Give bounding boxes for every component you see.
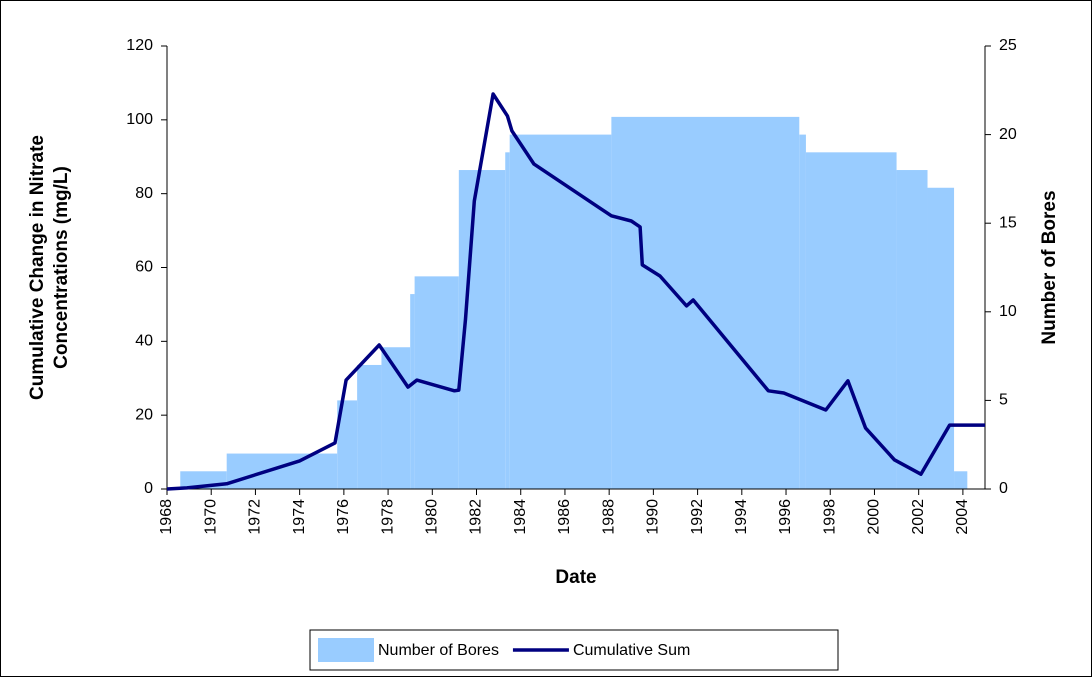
y2-tick-label: 5 bbox=[999, 392, 1008, 409]
x-tick-label: 1984 bbox=[512, 499, 529, 535]
y-axis-title: Concentrations (mg/L) bbox=[51, 166, 72, 369]
x-tick-label: 1978 bbox=[379, 499, 396, 535]
x-tick-label: 1982 bbox=[468, 499, 485, 535]
x-tick-label: 1988 bbox=[600, 499, 617, 535]
bores-step bbox=[611, 116, 800, 489]
bores-step bbox=[954, 471, 968, 489]
x-tick-label: 1968 bbox=[158, 499, 175, 535]
y2-tick-label: 25 bbox=[999, 37, 1017, 54]
y2-tick-label: 10 bbox=[999, 303, 1017, 320]
y-tick-label: 100 bbox=[126, 111, 153, 128]
x-tick-label: 1972 bbox=[247, 499, 264, 535]
y2-tick-label: 20 bbox=[999, 126, 1017, 143]
legend-label: Cumulative Sum bbox=[573, 642, 690, 659]
y2-tick-label: 15 bbox=[999, 214, 1017, 231]
cumulative-line bbox=[166, 92, 985, 491]
y-axis-title: Cumulative Change in Nitrate bbox=[27, 135, 48, 400]
bores-step bbox=[357, 364, 382, 489]
y2-axis-title: Number of Bores bbox=[1039, 190, 1060, 344]
y-tick-label: 120 bbox=[126, 37, 153, 54]
bores-step bbox=[505, 152, 510, 489]
x-tick-label: 2004 bbox=[954, 499, 971, 535]
x-tick-label: 1980 bbox=[424, 499, 441, 535]
y-tick-label: 0 bbox=[144, 480, 153, 497]
bores-step bbox=[927, 187, 955, 489]
x-tick-label: 1990 bbox=[645, 499, 662, 535]
bores-step bbox=[805, 152, 897, 489]
bores-step bbox=[509, 134, 612, 489]
legend-label: Number of Bores bbox=[378, 642, 499, 659]
y-tick-label: 20 bbox=[135, 406, 153, 423]
bores-step bbox=[410, 294, 415, 489]
bores-step bbox=[458, 170, 506, 490]
x-tick-label: 2000 bbox=[866, 499, 883, 535]
bores-step bbox=[799, 134, 806, 489]
bores-step bbox=[896, 170, 928, 490]
x-tick-label: 1992 bbox=[689, 499, 706, 535]
x-tick-label: 1998 bbox=[821, 499, 838, 535]
x-tick-label: 1996 bbox=[777, 499, 794, 535]
x-axis-title: Date bbox=[555, 567, 596, 588]
x-tick-label: 1970 bbox=[202, 499, 219, 535]
legend-box bbox=[309, 629, 839, 671]
y2-tick-label: 0 bbox=[999, 480, 1008, 497]
y-tick-label: 40 bbox=[135, 333, 153, 350]
y-tick-label: 80 bbox=[135, 185, 153, 202]
x-tick-label: 1974 bbox=[291, 499, 308, 535]
x-tick-label: 1994 bbox=[733, 499, 750, 535]
x-tick-label: 1986 bbox=[556, 499, 573, 535]
x-tick-label: 1976 bbox=[335, 499, 352, 535]
bores-step bbox=[226, 453, 338, 489]
legend-swatch bbox=[318, 638, 374, 662]
bores-step bbox=[337, 400, 358, 489]
x-tick-label: 2002 bbox=[910, 499, 927, 535]
y-tick-label: 60 bbox=[135, 259, 153, 276]
